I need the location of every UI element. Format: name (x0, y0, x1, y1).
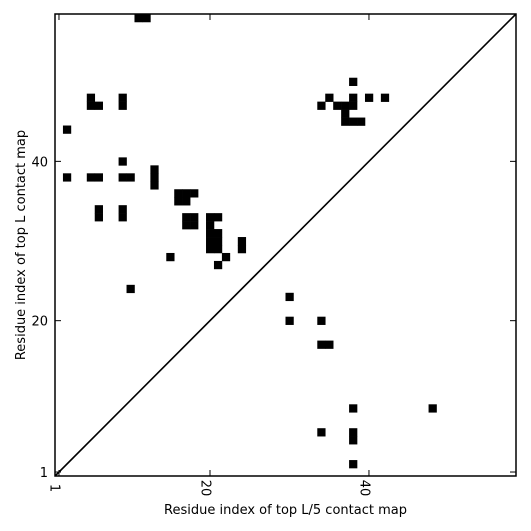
x-tick-label: 20 (197, 480, 212, 497)
top-l-contact-cell (118, 157, 127, 166)
top-l-contact-cell (349, 77, 358, 86)
top-l-contact-cell (213, 213, 223, 222)
top-l-contact-cell (182, 213, 191, 222)
top-l-contact-cell (213, 260, 223, 270)
contact-cells (62, 14, 437, 469)
top-l-contact-cell (213, 245, 223, 254)
top-l-contact-cell (325, 93, 334, 102)
top-l-contact-cell (206, 245, 215, 254)
top-l-contact-cell (94, 101, 103, 110)
top-l-contact-cell (349, 101, 358, 110)
top-l-contact-cell (182, 197, 191, 206)
top-l-contact-cell (182, 221, 191, 230)
y-tick-label: 1 (40, 466, 48, 481)
top-l-contact-cell (118, 205, 127, 214)
top-l-contact-cell (285, 316, 294, 325)
top-l-contact-cell (333, 101, 342, 110)
plot-frame (54, 13, 517, 477)
top-l-contact-cell (190, 213, 199, 222)
top-l-contact-cell (341, 117, 350, 126)
x-tick-label: 40 (356, 480, 371, 497)
y-tick-label: 40 (31, 155, 48, 170)
axis-ticks: 1 20 40 1 20 40 (31, 14, 516, 496)
top-l5-contact-cell (317, 428, 326, 437)
top-l5-contact-cell (349, 428, 358, 437)
top-l-contact-cell (118, 173, 127, 182)
top-l-contact-cell (364, 93, 374, 102)
top-l-contact-cell (150, 181, 159, 190)
top-l-contact-cell (206, 229, 215, 238)
top-l-contact-cell (118, 101, 127, 110)
top-l-contact-cell (142, 14, 151, 23)
top-l-contact-cell (86, 93, 96, 102)
top-l-contact-cell (86, 101, 96, 110)
top-l-contact-cell (206, 237, 215, 246)
top-l5-contact-cell (317, 340, 326, 349)
top-l-contact-cell (221, 252, 231, 262)
x-axis-label: Residue index of top L/5 contact map (164, 503, 407, 518)
y-tick-label: 20 (31, 315, 48, 330)
top-l-contact-cell (206, 221, 215, 230)
top-l-contact-cell (357, 117, 366, 126)
top-l-contact-cell (380, 93, 390, 102)
top-l-contact-cell (190, 221, 199, 230)
top-l-contact-cell (349, 93, 358, 102)
top-l-contact-cell (166, 252, 175, 262)
top-l5-contact-cell (325, 340, 334, 349)
top-l-contact-cell (94, 173, 103, 182)
top-l-contact-cell (182, 189, 191, 198)
top-l5-contact-cell (428, 404, 437, 413)
top-l-contact-cell (150, 173, 159, 182)
top-l-contact-cell (237, 245, 247, 254)
top-l-contact-cell (62, 125, 72, 134)
top-l-contact-cell (174, 197, 183, 206)
x-tick-label: 1 (46, 484, 61, 492)
top-l-contact-cell (285, 292, 294, 302)
top-l-contact-cell (94, 213, 103, 222)
top-l-contact-cell (206, 213, 215, 222)
diagonal-line (54, 13, 517, 477)
top-l-contact-cell (118, 213, 127, 222)
top-l-contact-cell (94, 205, 103, 214)
top-l-contact-cell (213, 229, 223, 238)
top-l-contact-cell (349, 117, 358, 126)
top-l-contact-cell (86, 173, 96, 182)
top-l-contact-cell (174, 189, 183, 198)
y-axis-label: Residue index of top L contact map (14, 130, 29, 360)
top-l-contact-cell (190, 189, 199, 198)
top-l-contact-cell (317, 101, 326, 110)
top-l-contact-cell (237, 237, 247, 246)
top-l-contact-cell (126, 173, 135, 182)
top-l-contact-cell (118, 93, 127, 102)
top-l5-contact-cell (349, 460, 358, 469)
top-l5-contact-cell (349, 436, 358, 445)
top-l-contact-cell (150, 165, 159, 174)
top-l-contact-cell (62, 173, 72, 182)
top-l-contact-cell (341, 101, 350, 110)
top-l-contact-cell (126, 284, 135, 294)
top-l-contact-cell (213, 237, 223, 246)
top-l5-contact-cell (349, 404, 358, 413)
top-l-contact-cell (134, 14, 143, 23)
top-l-contact-cell (341, 109, 350, 118)
top-l-contact-cell (317, 316, 326, 325)
